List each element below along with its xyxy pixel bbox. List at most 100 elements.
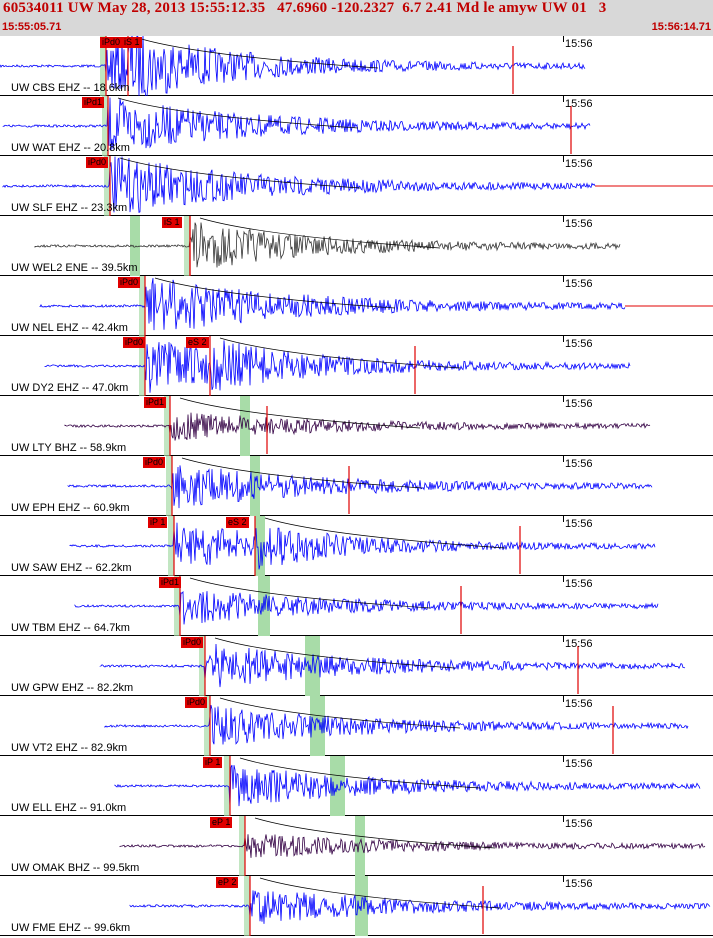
p-window-band: [244, 876, 250, 936]
waveform-canvas: [34, 216, 621, 276]
waveform-canvas: [104, 696, 689, 756]
time-tick-label: 15:56: [565, 518, 593, 530]
trace-panel[interactable]: 15:56 iPd0 UW SLF EHZ -- 23.3km: [0, 156, 713, 216]
trace-panel[interactable]: 15:56 iPd0 UW VT2 EHZ -- 82.9km: [0, 696, 713, 756]
station-label: UW NEL EHZ -- 42.4km: [11, 322, 128, 334]
coda-envelope: [137, 37, 379, 69]
seismic-waveform: [74, 590, 659, 625]
seismic-waveform: [2, 156, 596, 214]
time-tick: [563, 96, 564, 102]
s-window-band: [130, 216, 140, 276]
event-title: 60534011 UW May 28, 2013 15:55:12.35 47.…: [3, 0, 607, 16]
waveform-canvas: [99, 636, 686, 696]
time-tick-label: 15:56: [565, 38, 593, 50]
phase-pick-label[interactable]: iPd1: [159, 577, 182, 588]
phase-pick-label[interactable]: iPd0: [181, 637, 204, 648]
time-tick-label: 15:56: [565, 98, 593, 110]
waveform-canvas: [64, 396, 651, 456]
station-label: UW SAW EHZ -- 62.2km: [11, 562, 132, 574]
trace-panel[interactable]: 15:56 iPd0 UW EPH EHZ -- 60.9km: [0, 456, 713, 516]
seismic-waveform: [34, 222, 621, 268]
station-label: UW DY2 EHZ -- 47.0km: [11, 382, 129, 394]
coda-envelope: [219, 697, 461, 729]
waveform-canvas: [74, 576, 659, 636]
p-window-band: [239, 816, 245, 876]
phase-pick-label[interactable]: iPd0: [118, 277, 141, 288]
phase-pick-label[interactable]: eP 2: [216, 877, 239, 888]
s-window-band: [250, 456, 260, 516]
seismic-waveform: [69, 522, 656, 570]
coda-envelope: [117, 97, 359, 129]
seismic-waveform: [129, 890, 711, 924]
seismic-waveform: [64, 412, 651, 441]
waveform-canvas: [129, 876, 711, 936]
time-tick: [563, 456, 564, 462]
station-label: UW OMAK BHZ -- 99.5km: [11, 862, 140, 874]
trace-panel[interactable]: 15:56 eP 1 UW OMAK BHZ -- 99.5km: [0, 816, 713, 876]
coda-envelope: [264, 517, 506, 549]
time-tick: [563, 336, 564, 342]
phase-pick-label[interactable]: iP 1: [148, 517, 168, 528]
time-tick: [563, 216, 564, 222]
waveform-canvas: [2, 96, 591, 156]
station-label: UW TBM EHZ -- 64.7km: [11, 622, 130, 634]
coda-envelope: [254, 817, 496, 849]
s-window-band: [240, 396, 250, 456]
phase-pick-label[interactable]: iPd0: [86, 157, 109, 168]
trace-panel[interactable]: 15:56 iPd0 UW NEL EHZ -- 42.4km: [0, 276, 713, 336]
trace-panel[interactable]: 15:56 iPd1 UW TBM EHZ -- 64.7km: [0, 576, 713, 636]
trace-panel[interactable]: 15:56 iS 1 UW WEL2 ENE -- 39.5km: [0, 216, 713, 276]
time-tick-label: 15:56: [565, 398, 593, 410]
trace-panel[interactable]: 15:56 iPd1 UW WAT EHZ -- 20.8km: [0, 96, 713, 156]
time-tick: [563, 696, 564, 702]
time-tick: [563, 156, 564, 162]
p-window-band: [104, 156, 110, 216]
waveform-canvas: [39, 276, 713, 336]
time-tick: [563, 636, 564, 642]
phase-pick-label[interactable]: eS 2: [186, 337, 209, 348]
phase-pick-label[interactable]: iS 1: [162, 217, 182, 228]
time-tick-label: 15:56: [565, 758, 593, 770]
phase-pick-label[interactable]: iPd0: [100, 37, 123, 48]
p-window-band: [166, 456, 172, 516]
time-tick-label: 15:56: [565, 458, 593, 470]
phase-pick-label[interactable]: eP 1: [210, 817, 233, 828]
trace-panel[interactable]: 15:56 iPd1 UW LTY BHZ -- 58.9km: [0, 396, 713, 456]
trace-panel[interactable]: 15:56 eP 2 UW FME EHZ -- 99.6km: [0, 876, 713, 936]
time-tick-label: 15:56: [565, 638, 593, 650]
time-tick: [563, 516, 564, 522]
time-tick: [563, 36, 564, 42]
time-tick: [563, 276, 564, 282]
phase-pick-label[interactable]: iPd0: [185, 697, 208, 708]
coda-envelope: [214, 637, 456, 669]
station-label: UW VT2 EHZ -- 82.9km: [11, 742, 128, 754]
phase-pick-label[interactable]: eS 2: [226, 517, 249, 528]
p-window-band: [102, 96, 108, 156]
station-label: UW WAT EHZ -- 20.8km: [11, 142, 130, 154]
coda-envelope: [199, 217, 441, 249]
time-tick-label: 15:56: [565, 218, 593, 230]
window-start-time: 15:55:05.71: [2, 21, 62, 33]
seismogram-panels: 15:56 iPd0 iS 1 UW CBS EHZ -- 18.6km 15:56 iP…: [0, 36, 713, 938]
phase-pick-label[interactable]: iPd1: [82, 97, 105, 108]
trace-panel[interactable]: 15:56 iPd0 eS 2 UW DY2 EHZ -- 47.0km: [0, 336, 713, 396]
coda-envelope: [239, 757, 481, 789]
trace-panel[interactable]: 15:56 iPd0 UW GPW EHZ -- 82.2km: [0, 636, 713, 696]
phase-pick-label[interactable]: iS 1: [122, 37, 142, 48]
station-label: UW SLF EHZ -- 23.3km: [11, 202, 128, 214]
waveform-canvas: [114, 756, 701, 816]
phase-pick-label[interactable]: iP 1: [203, 757, 223, 768]
coda-envelope: [259, 877, 501, 909]
trace-panel[interactable]: 15:56 iP 1 UW ELL EHZ -- 91.0km: [0, 756, 713, 816]
seismic-waveform: [44, 340, 631, 393]
phase-pick-label[interactable]: iPd1: [144, 397, 167, 408]
phase-pick-label[interactable]: iPd0: [123, 337, 146, 348]
trace-panel[interactable]: 15:56 iP 1 eS 2 UW SAW EHZ -- 62.2km: [0, 516, 713, 576]
station-label: UW ELL EHZ -- 91.0km: [11, 802, 127, 814]
phase-pick-label[interactable]: iPd0: [143, 457, 166, 468]
seismic-waveform: [119, 834, 706, 858]
trace-panel[interactable]: 15:56 iPd0 iS 1 UW CBS EHZ -- 18.6km: [0, 36, 713, 96]
time-tick-label: 15:56: [565, 578, 593, 590]
time-tick-label: 15:56: [565, 878, 593, 890]
time-tick: [563, 576, 564, 582]
